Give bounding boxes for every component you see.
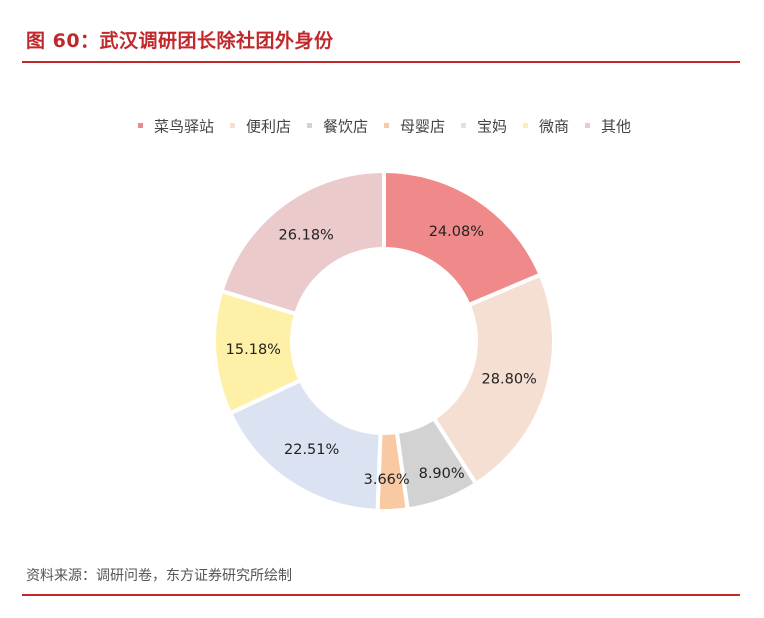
slice-label-餐饮店: 8.90% [419,466,465,482]
legend-marker-微商 [523,123,528,128]
slice-便利店 [431,272,556,487]
slice-label-微商: 15.18% [226,342,281,358]
legend-marker-餐饮店 [307,123,312,128]
legend-marker-便利店 [230,123,235,128]
slice-label-菜鸟驿站: 24.08% [429,224,484,240]
legend: 菜鸟驿站 便利店 餐饮店 母婴店 宝妈 微商 其他 [138,118,631,136]
slice-label-其他: 26.18% [279,228,334,244]
slice-label-便利店: 28.80% [482,372,537,388]
footer-divider [22,594,740,596]
legend-label-母婴店: 母婴店 [400,118,445,136]
source-note: 资料来源：调研问卷，东方证券研究所绘制 [26,568,292,584]
slice-label-宝妈: 22.51% [284,442,339,458]
legend-marker-其他 [585,123,590,128]
legend-label-餐饮店: 餐饮店 [323,118,368,136]
legend-label-菜鸟驿站: 菜鸟驿站 [154,118,214,136]
legend-label-微商: 微商 [539,118,569,136]
donut-slices [212,168,556,513]
legend-label-其他: 其他 [601,118,631,136]
slice-其他 [219,168,386,317]
title-divider [22,61,740,63]
legend-marker-母婴店 [384,123,389,128]
chart-title: 图 60：武汉调研团长除社团外身份 [26,30,334,52]
slice-labels: 24.08% 28.80% 8.90% 3.66% 22.51% 15.18% 26.18% [226,224,537,488]
legend-marker-宝妈 [461,123,466,128]
slice-label-母婴店: 3.66% [364,472,410,488]
slice-宝妈 [227,377,383,513]
slice-菜鸟驿站 [382,168,544,308]
legend-marker-菜鸟驿站 [138,123,143,128]
legend-label-便利店: 便利店 [246,118,291,136]
legend-label-宝妈: 宝妈 [477,118,507,136]
